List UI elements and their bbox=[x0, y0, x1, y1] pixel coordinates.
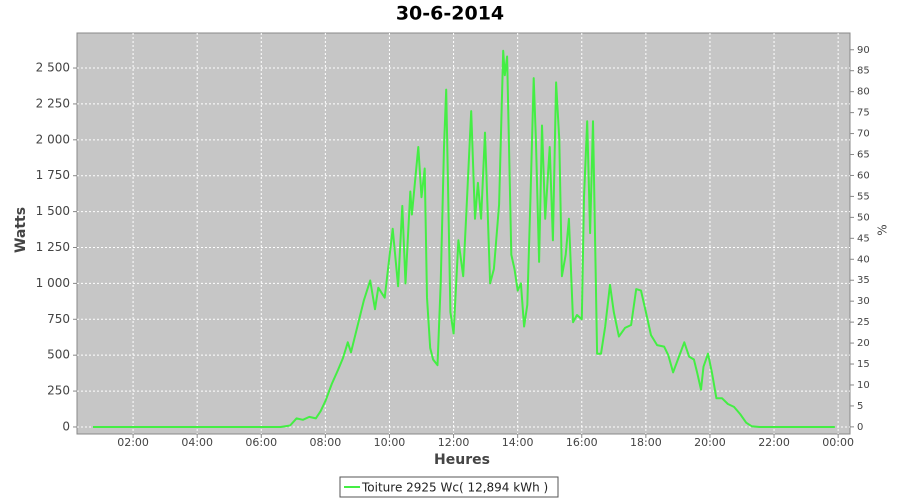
series-line bbox=[93, 49, 835, 428]
y-tick-label: 500 bbox=[47, 348, 70, 362]
y-tick-label: 1 250 bbox=[36, 240, 70, 254]
y2-tick-label: 45 bbox=[857, 233, 870, 244]
y-tick-label: 2 500 bbox=[36, 61, 70, 75]
y-tick-label: 2 250 bbox=[36, 96, 70, 110]
legend bbox=[339, 476, 559, 498]
y-axis-label: Watts bbox=[13, 207, 29, 253]
y2-tick-label: 75 bbox=[857, 108, 870, 119]
y2-tick-label: 40 bbox=[857, 254, 870, 265]
y2-tick-label: 55 bbox=[857, 191, 870, 202]
x-tick-label: 20:00 bbox=[694, 436, 726, 449]
y2-tick-label: 50 bbox=[857, 212, 870, 223]
x-tick-label: 16:00 bbox=[566, 436, 598, 449]
x-tick-label: 14:00 bbox=[502, 436, 534, 449]
x-tick-label: 00:00 bbox=[822, 436, 854, 449]
y-tick-label: 0 bbox=[62, 419, 70, 433]
plot-area bbox=[76, 32, 851, 435]
y-tick-label: 1 500 bbox=[36, 204, 70, 218]
y2-tick-label: 5 bbox=[857, 401, 863, 412]
x-tick-label: 10:00 bbox=[374, 436, 406, 449]
x-tick-label: 18:00 bbox=[630, 436, 662, 449]
x-tick-label: 04:00 bbox=[181, 436, 213, 449]
y2-tick-label: 30 bbox=[857, 296, 870, 307]
y-tick-label: 750 bbox=[47, 312, 70, 326]
x-tick-label: 12:00 bbox=[438, 436, 470, 449]
y-tick-label: 1 750 bbox=[36, 168, 70, 182]
y2-tick-label: 15 bbox=[857, 359, 870, 370]
y2-tick-label: 85 bbox=[857, 66, 870, 77]
x-tick-label: 02:00 bbox=[117, 436, 149, 449]
y2-tick-label: 80 bbox=[857, 87, 870, 98]
y2-tick-label: 65 bbox=[857, 150, 870, 161]
y2-tick-label: 25 bbox=[857, 317, 870, 328]
y-tick-label: 250 bbox=[47, 384, 70, 398]
legend-label: Toiture 2925 Wc( 12,894 kWh ) bbox=[361, 481, 548, 495]
y-tick-label: 2 000 bbox=[36, 132, 70, 146]
x-tick-label: 22:00 bbox=[758, 436, 790, 449]
y2-tick-label: 35 bbox=[857, 275, 870, 286]
y-tick-label: 1 000 bbox=[36, 276, 70, 290]
y2-tick-label: 60 bbox=[857, 170, 870, 181]
y2-tick-label: 10 bbox=[857, 380, 870, 391]
y2-tick-label: 70 bbox=[857, 129, 870, 140]
chart-title: 30-6-2014 bbox=[396, 3, 504, 25]
x-axis-label: Heures bbox=[434, 452, 490, 468]
x-tick-label: 06:00 bbox=[245, 436, 277, 449]
y2-axis-label: % bbox=[876, 224, 890, 235]
y2-tick-label: 20 bbox=[857, 338, 870, 349]
y2-tick-label: 0 bbox=[857, 422, 863, 433]
y2-tick-label: 90 bbox=[857, 45, 870, 56]
x-tick-label: 08:00 bbox=[310, 436, 342, 449]
